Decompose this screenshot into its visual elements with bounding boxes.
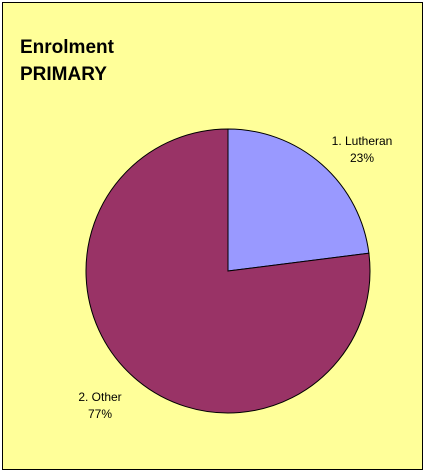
value-label: 23% [349, 151, 375, 165]
slice-label: 2. Other 77% [55, 389, 145, 423]
pie-slice [227, 128, 370, 272]
category-label: 1. Lutheran [331, 134, 393, 148]
chart-title: Enrolment PRIMARY [20, 37, 114, 85]
category-label: 2. Other [78, 390, 122, 404]
value-label: 77% [87, 407, 113, 421]
slice-label: 1. Lutheran 23% [327, 133, 397, 167]
pie-slice [85, 128, 371, 414]
